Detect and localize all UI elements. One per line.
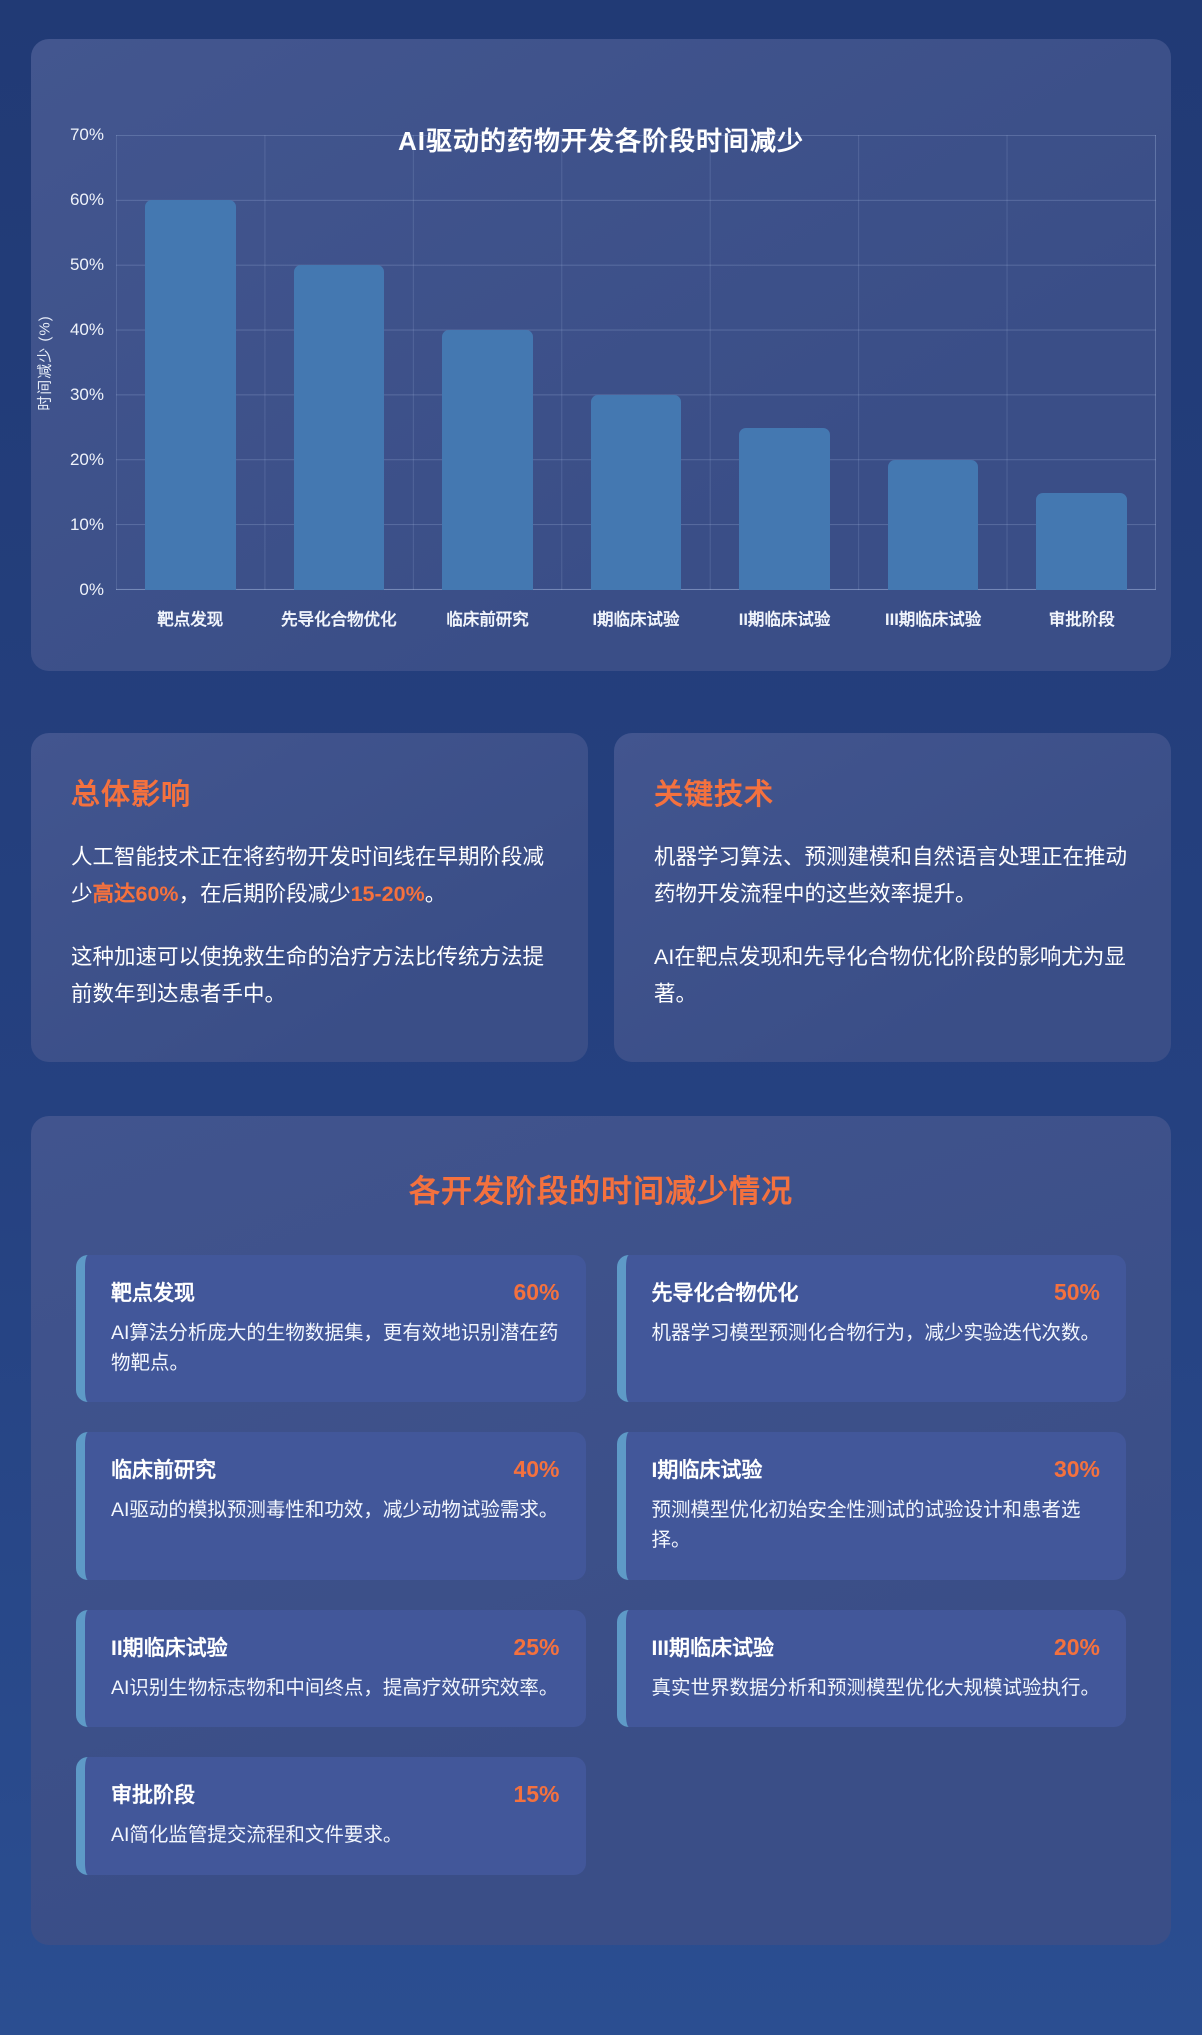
bar-column: [116, 135, 265, 590]
overall-impact-body: 人工智能技术正在将药物开发时间线在早期阶段减少高达60%，在后期阶段减少15-2…: [71, 839, 548, 1013]
paragraph: AI在靶点发现和先导化合物优化阶段的影响尤为显著。: [654, 939, 1131, 1013]
bar-column: [1007, 135, 1156, 590]
text-segment: 人工智能技术正在将药物开发时间线在早期阶段减少: [71, 845, 545, 906]
stage-cards-grid: 靶点发现 60% AI算法分析庞大的生物数据集，更有效地识别潜在药物靶点。 先导…: [76, 1255, 1126, 1875]
overall-impact-card: 总体影响 人工智能技术正在将药物开发时间线在早期阶段减少高达60%，在后期阶段减…: [31, 733, 588, 1062]
x-axis-category-label: 临床前研究: [446, 611, 529, 629]
stage-percent-badge: 25%: [513, 1633, 560, 1660]
paragraph: 这种加速可以使挽救生命的治疗方法比传统方法提前数年到达患者手中。: [71, 939, 548, 1013]
bar: [739, 427, 830, 590]
stage-card: 临床前研究 40% AI驱动的模拟预测毒性和功效，减少动物试验需求。: [76, 1432, 586, 1580]
paragraph: 人工智能技术正在将药物开发时间线在早期阶段减少高达60%，在后期阶段减少15-2…: [71, 839, 548, 913]
x-axis-category-label: II期临床试验: [738, 611, 831, 629]
stage-name: 靶点发现: [111, 1282, 195, 1305]
stage-description: AI识别生物标志物和中间终点，提高疗效研究效率。: [111, 1676, 559, 1699]
bar-column: [710, 135, 859, 590]
stage-card: III期临床试验 20% 真实世界数据分析和预测模型优化大规模试验执行。: [616, 1609, 1126, 1728]
chart-plot-area: 时间减少 (%) 70% 60% 50% 40% 30% 20% 10% 0% 靶点发现 先导化…: [37, 125, 1156, 629]
stage-description: 真实世界数据分析和预测模型优化大规模试验执行。: [651, 1676, 1101, 1699]
chart-card: AI驱动的药物开发各阶段时间减少 时间减少 (%) 70% 60% 50% 40% 30…: [31, 39, 1171, 671]
text-segment: 这种加速可以使挽救生命的治疗方法比传统方法提前数年到达患者手中。: [71, 944, 545, 1006]
key-technology-heading: 关键技术: [654, 779, 775, 811]
stage-name: 先导化合物优化: [651, 1282, 799, 1305]
stage-description: 预测模型优化初始安全性测试的试验设计和患者选择。: [651, 1499, 1081, 1551]
stage-name: I期临床试验: [651, 1459, 763, 1483]
stage-name: 临床前研究: [111, 1459, 216, 1483]
text-segment: 机器学习算法、预测建模和自然语言处理正在推动药物开发流程中的这些效率提升。: [654, 845, 1128, 906]
overall-impact-heading: 总体影响: [71, 779, 192, 811]
x-axis-category-label: 靶点发现: [157, 611, 224, 629]
bar: [887, 460, 979, 590]
summary-cards-row: 总体影响 人工智能技术正在将药物开发时间线在早期阶段减少高达60%，在后期阶段减…: [31, 733, 1171, 1062]
stage-card-header: 靶点发现 60%: [111, 1277, 560, 1307]
chart-title: AI驱动的药物开发各阶段时间减少: [31, 121, 1171, 158]
key-technology-body: 机器学习算法、预测建模和自然语言处理正在推动药物开发流程中的这些效率提升。 AI在…: [654, 839, 1131, 1013]
bar-column: [413, 135, 562, 590]
stage-card: 审批阶段 15% AI简化监管提交流程和文件要求。: [76, 1757, 586, 1875]
x-axis-category-label: III期临床试验: [885, 611, 982, 629]
highlighted-value: 15-20%: [350, 881, 425, 906]
stage-card: 先导化合物优化 50% 机器学习模型预测化合物行为，减少实验迭代次数。: [616, 1255, 1126, 1403]
y-axis-tick-label: 50%: [69, 255, 104, 274]
text-segment: 。: [424, 881, 447, 906]
stage-percent-badge: 15%: [513, 1781, 560, 1808]
stage-name: II期临床试验: [111, 1636, 228, 1660]
y-axis-tick-label: 20%: [69, 450, 104, 469]
key-technology-card: 关键技术 机器学习算法、预测建模和自然语言处理正在推动药物开发流程中的这些效率提…: [614, 733, 1171, 1062]
stage-breakdown-title: 各开发阶段的时间减少情况: [409, 1174, 793, 1209]
paragraph: 机器学习算法、预测建模和自然语言处理正在推动药物开发流程中的这些效率提升。: [654, 839, 1131, 913]
stage-percent-badge: 40%: [513, 1456, 560, 1483]
text-segment: ，在后期阶段减少: [178, 881, 351, 906]
x-axis-labels: 靶点发现 先导化合物优化 临床前研究 I期临床试验 II期临床试验 III期临床试验 审批阶…: [116, 606, 1156, 630]
stage-description: 机器学习模型预测化合物行为，减少实验迭代次数。: [651, 1322, 1101, 1344]
bar: [590, 395, 682, 590]
stage-description: AI简化监管提交流程和文件要求。: [111, 1824, 403, 1847]
bar: [144, 200, 236, 590]
y-axis-label: 时间减少 (%): [36, 314, 54, 411]
y-axis-tick-label: 10%: [69, 515, 104, 534]
y-axis-tick-label: 40%: [69, 320, 104, 339]
y-axis-tick-label: 70%: [69, 125, 104, 144]
stage-card-header: II期临床试验 25%: [111, 1632, 560, 1662]
y-axis-tick-label: 60%: [69, 190, 104, 209]
y-axis-tick-label: 30%: [69, 385, 104, 404]
bar-series: [116, 135, 1156, 590]
bar: [442, 330, 533, 590]
stage-percent-badge: 50%: [1053, 1279, 1100, 1305]
highlighted-value: 高达60%: [92, 881, 179, 906]
text-segment: AI在靶点发现和先导化合物优化阶段的影响尤为显著。: [654, 944, 1126, 1006]
stage-name: III期临床试验: [651, 1636, 775, 1660]
stage-card: 靶点发现 60% AI算法分析庞大的生物数据集，更有效地识别潜在药物靶点。: [76, 1255, 586, 1403]
stage-percent-badge: 60%: [513, 1279, 560, 1305]
bar-column: [562, 135, 711, 590]
bar: [1036, 492, 1128, 590]
stage-percent-badge: 30%: [1053, 1456, 1100, 1483]
stage-card-header: 先导化合物优化 50%: [652, 1277, 1101, 1307]
stage-card: I期临床试验 30% 预测模型优化初始安全性测试的试验设计和患者选择。: [616, 1432, 1126, 1580]
bar: [293, 265, 385, 590]
x-axis-category-label: 审批阶段: [1048, 611, 1115, 629]
stage-card: II期临床试验 25% AI识别生物标志物和中间终点，提高疗效研究效率。: [76, 1609, 586, 1728]
x-axis-category-label: 先导化合物优化: [281, 611, 397, 629]
stage-name: 审批阶段: [111, 1784, 195, 1808]
stage-percent-badge: 20%: [1053, 1633, 1100, 1660]
y-axis-tick-label: 0%: [79, 580, 104, 599]
stage-card-header: 审批阶段 15%: [111, 1779, 560, 1809]
bar-column: [859, 135, 1008, 590]
stage-card-header: 临床前研究 40%: [111, 1454, 560, 1484]
stage-breakdown-card: 各开发阶段的时间减少情况 靶点发现 60% AI算法分析庞大的生物数据集，更有效…: [31, 1116, 1171, 1945]
x-axis-category-label: I期临床试验: [592, 611, 680, 629]
bar-column: [265, 135, 414, 590]
stage-description: AI算法分析庞大的生物数据集，更有效地识别潜在药物靶点。: [111, 1322, 559, 1374]
stage-card-header: III期临床试验 20%: [652, 1632, 1101, 1662]
stage-card-header: I期临床试验 30%: [652, 1454, 1101, 1484]
stage-description: AI驱动的模拟预测毒性和功效，减少动物试验需求。: [111, 1499, 559, 1522]
